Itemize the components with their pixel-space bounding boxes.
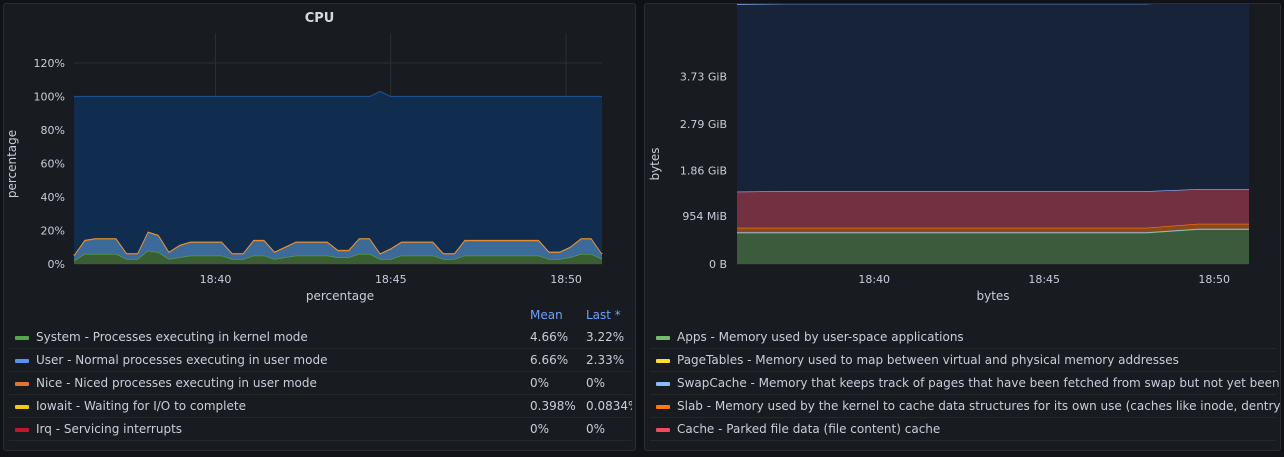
legend-swatch (15, 382, 29, 386)
legend-mean: 4.66% (530, 330, 569, 344)
legend-last: 0.0834% (586, 399, 632, 413)
legend-mean: 0.398% (530, 399, 576, 413)
legend-item[interactable]: Apps - Memory used by user-space applica… (650, 326, 1276, 349)
x-axis-label: percentage (306, 289, 374, 303)
legend-item[interactable]: User - Normal processes executing in use… (9, 349, 631, 372)
legend-label: System - Processes executing in kernel m… (36, 330, 308, 344)
x-tick-label: 18:45 (375, 273, 407, 286)
legend-label: PageTables - Memory used to map between … (677, 353, 1179, 367)
x-tick-label: 18:40 (200, 273, 232, 286)
legend-label: SwapCache - Memory that keeps track of p… (677, 376, 1281, 390)
y-tick-label: 3.73 GiB (680, 71, 727, 84)
y-tick-label: 40% (41, 191, 65, 204)
legend-swatch (15, 405, 29, 409)
legend-item[interactable]: Irq - Servicing interrupts 0% 0% (9, 418, 631, 441)
x-tick-label: 18:50 (1198, 273, 1230, 286)
legend-swatch (656, 405, 670, 409)
y-tick-label: 80% (41, 124, 65, 137)
x-tick-label: 18:40 (858, 273, 890, 286)
legend-last: 0% (586, 376, 606, 390)
legend-item[interactable]: System - Processes executing in kernel m… (9, 326, 631, 349)
legend-item[interactable]: Slab - Memory used by the kernel to cach… (650, 395, 1280, 418)
memory-chart: bytes bytes 3.73 GiB 2.79 GiB 1.86 GiB 954 … (648, 4, 1249, 303)
legend-label: Apps - Memory used by user-space applica… (677, 330, 964, 344)
panel-title[interactable]: CPU (304, 11, 335, 26)
y-tick-label: 954 MiB (682, 210, 727, 223)
series-area (737, 189, 1249, 228)
legend-mean: 6.66% (530, 353, 569, 367)
cpu-panel: CPU percentage percentage 120% 100% 80% 60%… (3, 3, 636, 451)
y-tick-label: 100% (34, 91, 65, 104)
legend-last: 2.33% (586, 353, 625, 367)
y-tick-label: 0% (48, 258, 65, 271)
legend-item[interactable]: Nice - Niced processes executing in user… (9, 372, 631, 395)
x-tick-label: 18:50 (550, 273, 582, 286)
y-tick-label: 60% (41, 158, 65, 171)
cpu-legend: System - Processes executing in kernel m… (9, 326, 632, 446)
memory-legend: Apps - Memory used by user-space applica… (650, 326, 1280, 446)
x-axis-label: bytes (976, 289, 1009, 303)
y-axis-label: bytes (648, 147, 662, 180)
series-area (737, 4, 1249, 192)
legend-swatch (15, 359, 29, 363)
legend-swatch (15, 336, 29, 340)
cpu-chart: percentage percentage 120% 100% 80% 60% 40% 2… (5, 33, 603, 303)
y-tick-label: 20% (41, 225, 65, 238)
legend-label: Nice - Niced processes executing in user… (36, 376, 317, 390)
y-axis-label: percentage (5, 130, 19, 198)
legend-label: Iowait - Waiting for I/O to complete (36, 399, 246, 413)
series-area (74, 232, 602, 261)
legend-last: 0% (586, 422, 606, 436)
legend-item[interactable]: Cache - Parked file data (file content) … (650, 418, 1276, 441)
x-tick-label: 18:45 (1028, 273, 1060, 286)
legend-label: User - Normal processes executing in use… (36, 353, 328, 367)
legend-header-mean[interactable]: Mean (530, 308, 563, 322)
legend-header-last[interactable]: Last * (586, 308, 621, 322)
legend-swatch (656, 359, 670, 363)
legend-swatch (656, 428, 670, 432)
legend-label: Irq - Servicing interrupts (36, 422, 183, 436)
y-tick-label: 1.86 GiB (680, 165, 727, 178)
legend-swatch (656, 336, 670, 340)
legend-mean: 0% (530, 376, 550, 390)
y-tick-label: 2.79 GiB (680, 118, 727, 131)
y-tick-label: 0 B (709, 258, 727, 271)
legend-item[interactable]: SwapCache - Memory that keeps track of p… (650, 372, 1280, 395)
legend-swatch (656, 382, 670, 386)
legend-item[interactable]: PageTables - Memory used to map between … (650, 349, 1276, 372)
legend-swatch (15, 428, 29, 432)
legend-label: Cache - Parked file data (file content) … (677, 422, 941, 436)
legend-mean: 0% (530, 422, 550, 436)
legend-last: 3.22% (586, 330, 625, 344)
legend-label: Slab - Memory used by the kernel to cach… (677, 399, 1281, 413)
legend-item[interactable]: Iowait - Waiting for I/O to complete 0.3… (9, 395, 632, 418)
series-line (74, 90, 602, 98)
series-area (737, 229, 1249, 264)
series-area (74, 91, 602, 255)
y-tick-label: 120% (34, 57, 65, 70)
